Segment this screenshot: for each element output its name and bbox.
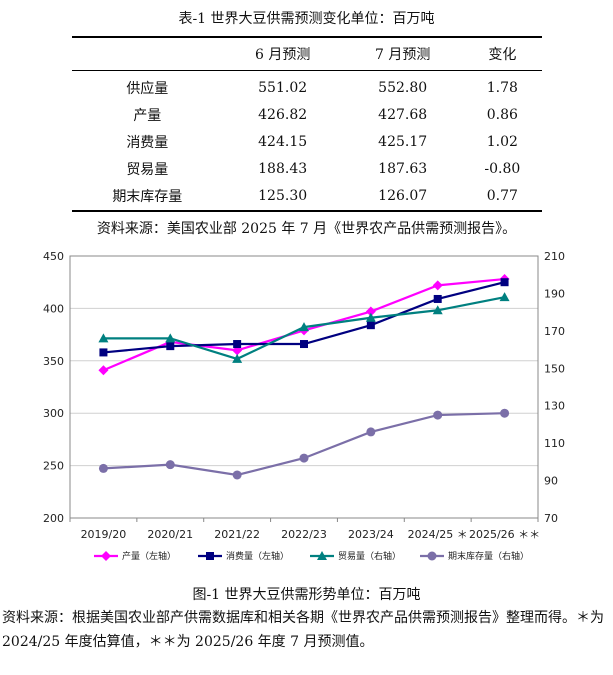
header-change: 变化 <box>462 36 542 71</box>
table-row: 产量 426.82 427.68 0.86 <box>72 101 542 128</box>
data-point <box>433 294 442 303</box>
cell-june: 125.30 <box>222 182 343 212</box>
row-label: 消费量 <box>126 134 169 151</box>
cell-june: 426.82 <box>258 106 308 123</box>
table-row: 期末库存量 125.30 126.07 0.77 <box>72 182 542 212</box>
header-july: 7 月预测 <box>342 36 463 71</box>
y-right-tick-label: 130 <box>544 400 565 413</box>
table-row: 贸易量 188.43 187.63 -0.80 <box>72 155 542 182</box>
data-point <box>165 333 176 343</box>
header-june: 6 月预测 <box>222 36 343 71</box>
data-point <box>232 353 243 363</box>
y-left-tick-label: 200 <box>43 512 64 525</box>
x-tick-label: 2019/20 <box>81 528 127 541</box>
plot-area-frame <box>69 255 539 519</box>
table-row: 供应量 551.02 552.80 1.78 <box>72 71 542 102</box>
data-point <box>299 322 309 332</box>
table-source-note: 资料来源：美国农业部 2025 年 7 月《世界农产品供需预测报告》。 <box>96 221 517 237</box>
legend-marker <box>101 551 111 561</box>
legend-label: 产量（左轴） <box>122 550 176 562</box>
y-right-tick-label: 70 <box>544 512 558 525</box>
y-right-tick-label: 90 <box>544 475 558 488</box>
data-point <box>299 453 309 463</box>
y-left-tick-label: 250 <box>43 460 64 473</box>
data-point <box>499 292 510 302</box>
cell-change: 0.86 <box>486 106 518 123</box>
data-point <box>500 278 509 287</box>
y-left-tick-label: 300 <box>43 407 64 420</box>
data-point <box>99 348 108 357</box>
y-left-tick-label: 400 <box>43 302 64 315</box>
figure-source-note: 资料来源：根据美国农业部产供需数据库和相关各期《世界农产品供需预测报告》整理而得… <box>2 610 604 650</box>
data-point <box>366 321 375 330</box>
cell-june: 188.43 <box>258 160 308 177</box>
x-tick-label: 2021/22 <box>214 528 260 541</box>
y-right-tick-label: 110 <box>544 437 565 450</box>
data-point <box>432 305 443 315</box>
cell-july: 552.80 <box>378 79 428 96</box>
legend-label: 贸易量（右轴） <box>338 550 401 562</box>
row-label: 贸易量 <box>126 161 169 178</box>
soybean-line-chart: 200 250 300 350 400 450 70 90 110 130 150 170 190 210… <box>43 250 565 562</box>
data-point <box>500 408 510 418</box>
row-label: 产量 <box>133 107 162 124</box>
data-point <box>98 365 109 376</box>
cell-june: 551.02 <box>258 79 308 96</box>
legend-label: 期末库存量（右轴） <box>448 550 529 562</box>
table-title: 表-1 世界大豆供需预测变化单位：百万吨 <box>178 11 435 27</box>
cell-change: 0.77 <box>462 182 542 212</box>
data-point <box>98 333 109 343</box>
x-tick-label: 2022/23 <box>281 528 327 541</box>
cell-change: 1.02 <box>486 133 518 150</box>
y-right-tick-label: 190 <box>544 287 565 300</box>
legend-marker <box>206 552 214 560</box>
data-point <box>365 306 376 317</box>
y-right-tick-label: 170 <box>544 325 565 338</box>
data-point <box>432 280 443 291</box>
data-point <box>365 312 376 322</box>
table-header-row: 6 月预测 7 月预测 变化 <box>72 36 542 71</box>
data-point <box>233 340 242 349</box>
x-tick-label: 2025/26 ＊＊ <box>469 528 540 541</box>
cell-change: -0.80 <box>484 160 521 177</box>
row-label: 期末库存量 <box>72 182 223 212</box>
y-right-tick-label: 210 <box>544 250 565 263</box>
data-point <box>166 342 175 351</box>
cell-july: 126.07 <box>342 182 463 212</box>
data-point <box>366 427 376 437</box>
cell-july: 425.17 <box>378 133 428 150</box>
legend-label: 消费量（左轴） <box>226 550 289 562</box>
data-point <box>165 460 175 470</box>
x-tick-label: 2024/25 ＊ <box>408 528 468 541</box>
legend-marker <box>317 551 327 560</box>
data-point <box>98 463 108 473</box>
data-point <box>433 410 443 420</box>
cell-june: 424.15 <box>258 133 308 150</box>
y-left-tick-label: 350 <box>43 355 64 368</box>
header-item <box>72 36 223 71</box>
figure-caption: 图-1 世界大豆供需形势单位：百万吨 <box>192 587 421 603</box>
x-tick-label: 2023/24 <box>348 528 394 541</box>
x-tick-label: 2020/21 <box>147 528 193 541</box>
supply-demand-table: 6 月预测 7 月预测 变化 供应量 551.02 552.80 1.78 产量… <box>72 36 542 212</box>
y-right-tick-label: 150 <box>544 362 565 375</box>
y-left-tick-label: 450 <box>43 250 64 263</box>
data-point <box>300 340 308 349</box>
cell-july: 187.63 <box>378 160 428 177</box>
legend-marker <box>427 551 437 561</box>
table-row: 消费量 424.15 425.17 1.02 <box>72 128 542 155</box>
data-point <box>232 470 242 480</box>
cell-july: 427.68 <box>378 106 428 123</box>
cell-change: 1.78 <box>486 79 518 96</box>
row-label: 供应量 <box>126 80 169 97</box>
